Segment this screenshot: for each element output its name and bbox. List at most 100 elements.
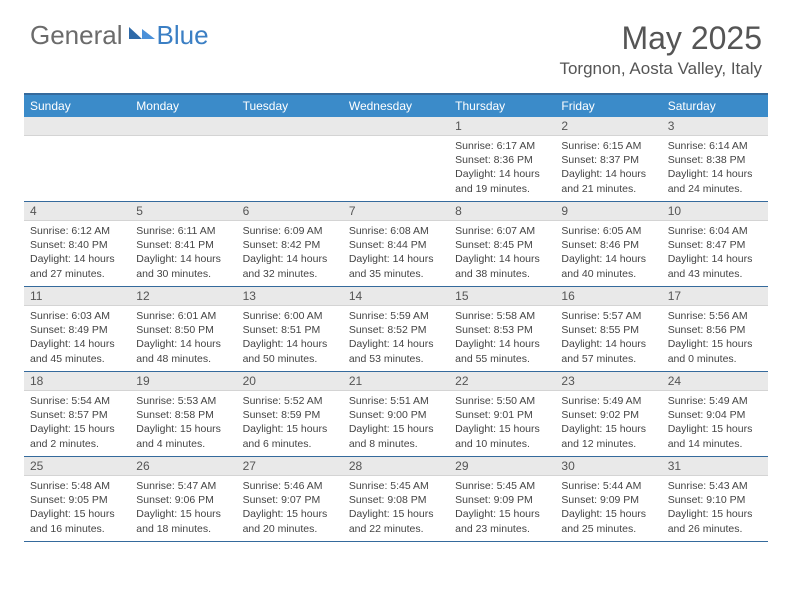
weekday-header: Saturday [662,95,768,117]
sunset-text: Sunset: 8:41 PM [136,238,230,252]
day-body [130,136,236,143]
daylight-text: Daylight: 14 hours and 30 minutes. [136,252,230,280]
daylight-text: Daylight: 14 hours and 50 minutes. [243,337,337,365]
sunset-text: Sunset: 9:09 PM [561,493,655,507]
day-body: Sunrise: 6:07 AMSunset: 8:45 PMDaylight:… [449,221,555,285]
sunrise-text: Sunrise: 5:49 AM [668,394,762,408]
day-number: 30 [555,457,661,476]
day-number: 2 [555,117,661,136]
sunrise-text: Sunrise: 6:03 AM [30,309,124,323]
day-number: 3 [662,117,768,136]
sunrise-text: Sunrise: 6:04 AM [668,224,762,238]
daylight-text: Daylight: 14 hours and 27 minutes. [30,252,124,280]
sunset-text: Sunset: 8:51 PM [243,323,337,337]
sunrise-text: Sunrise: 6:07 AM [455,224,549,238]
calendar: Sunday Monday Tuesday Wednesday Thursday… [24,93,768,542]
day-body: Sunrise: 6:14 AMSunset: 8:38 PMDaylight:… [662,136,768,200]
daylight-text: Daylight: 15 hours and 6 minutes. [243,422,337,450]
title-block: May 2025 Torgnon, Aosta Valley, Italy [559,20,762,79]
day-cell: 9Sunrise: 6:05 AMSunset: 8:46 PMDaylight… [555,202,661,286]
sunset-text: Sunset: 8:49 PM [30,323,124,337]
day-body: Sunrise: 6:17 AMSunset: 8:36 PMDaylight:… [449,136,555,200]
daylight-text: Daylight: 15 hours and 25 minutes. [561,507,655,535]
day-number [130,117,236,136]
sunset-text: Sunset: 9:08 PM [349,493,443,507]
daylight-text: Daylight: 14 hours and 21 minutes. [561,167,655,195]
day-number [24,117,130,136]
day-number: 9 [555,202,661,221]
sunrise-text: Sunrise: 5:49 AM [561,394,655,408]
daylight-text: Daylight: 15 hours and 4 minutes. [136,422,230,450]
sunset-text: Sunset: 8:36 PM [455,153,549,167]
daylight-text: Daylight: 14 hours and 40 minutes. [561,252,655,280]
day-number: 1 [449,117,555,136]
daylight-text: Daylight: 15 hours and 18 minutes. [136,507,230,535]
day-body: Sunrise: 6:01 AMSunset: 8:50 PMDaylight:… [130,306,236,370]
sunrise-text: Sunrise: 5:51 AM [349,394,443,408]
day-cell: 26Sunrise: 5:47 AMSunset: 9:06 PMDayligh… [130,457,236,541]
week-row: 11Sunrise: 6:03 AMSunset: 8:49 PMDayligh… [24,287,768,372]
day-cell: 10Sunrise: 6:04 AMSunset: 8:47 PMDayligh… [662,202,768,286]
sunrise-text: Sunrise: 5:56 AM [668,309,762,323]
day-body: Sunrise: 5:46 AMSunset: 9:07 PMDaylight:… [237,476,343,540]
sunset-text: Sunset: 8:56 PM [668,323,762,337]
day-cell: 18Sunrise: 5:54 AMSunset: 8:57 PMDayligh… [24,372,130,456]
sunrise-text: Sunrise: 5:57 AM [561,309,655,323]
sunrise-text: Sunrise: 5:58 AM [455,309,549,323]
sunset-text: Sunset: 9:01 PM [455,408,549,422]
daylight-text: Daylight: 15 hours and 14 minutes. [668,422,762,450]
brand-triangle-icon [129,23,155,48]
day-number: 12 [130,287,236,306]
day-cell: 6Sunrise: 6:09 AMSunset: 8:42 PMDaylight… [237,202,343,286]
sunset-text: Sunset: 9:04 PM [668,408,762,422]
day-number [237,117,343,136]
day-cell: 1Sunrise: 6:17 AMSunset: 8:36 PMDaylight… [449,117,555,201]
day-number: 23 [555,372,661,391]
brand-general: General [30,20,123,51]
sunset-text: Sunset: 8:47 PM [668,238,762,252]
day-number: 27 [237,457,343,476]
sunrise-text: Sunrise: 6:09 AM [243,224,337,238]
daylight-text: Daylight: 14 hours and 57 minutes. [561,337,655,365]
day-body [24,136,130,143]
sunset-text: Sunset: 9:00 PM [349,408,443,422]
day-body: Sunrise: 5:57 AMSunset: 8:55 PMDaylight:… [555,306,661,370]
sunrise-text: Sunrise: 6:01 AM [136,309,230,323]
day-cell: 28Sunrise: 5:45 AMSunset: 9:08 PMDayligh… [343,457,449,541]
day-body: Sunrise: 6:05 AMSunset: 8:46 PMDaylight:… [555,221,661,285]
day-body [343,136,449,143]
sunset-text: Sunset: 8:53 PM [455,323,549,337]
sunrise-text: Sunrise: 6:05 AM [561,224,655,238]
day-body: Sunrise: 6:09 AMSunset: 8:42 PMDaylight:… [237,221,343,285]
day-number: 29 [449,457,555,476]
day-body: Sunrise: 6:11 AMSunset: 8:41 PMDaylight:… [130,221,236,285]
day-body: Sunrise: 6:15 AMSunset: 8:37 PMDaylight:… [555,136,661,200]
day-body: Sunrise: 5:59 AMSunset: 8:52 PMDaylight:… [343,306,449,370]
day-number: 24 [662,372,768,391]
day-cell: 7Sunrise: 6:08 AMSunset: 8:44 PMDaylight… [343,202,449,286]
brand-blue: Blue [157,20,209,51]
sunset-text: Sunset: 9:05 PM [30,493,124,507]
day-number: 21 [343,372,449,391]
day-number: 8 [449,202,555,221]
sunrise-text: Sunrise: 5:45 AM [349,479,443,493]
day-body: Sunrise: 5:43 AMSunset: 9:10 PMDaylight:… [662,476,768,540]
sunrise-text: Sunrise: 6:00 AM [243,309,337,323]
sunset-text: Sunset: 8:37 PM [561,153,655,167]
day-body [237,136,343,143]
daylight-text: Daylight: 15 hours and 26 minutes. [668,507,762,535]
daylight-text: Daylight: 15 hours and 10 minutes. [455,422,549,450]
week-row: 1Sunrise: 6:17 AMSunset: 8:36 PMDaylight… [24,117,768,202]
day-cell: 4Sunrise: 6:12 AMSunset: 8:40 PMDaylight… [24,202,130,286]
sunrise-text: Sunrise: 6:08 AM [349,224,443,238]
day-number: 10 [662,202,768,221]
sunrise-text: Sunrise: 5:54 AM [30,394,124,408]
daylight-text: Daylight: 15 hours and 2 minutes. [30,422,124,450]
daylight-text: Daylight: 15 hours and 20 minutes. [243,507,337,535]
day-number [343,117,449,136]
day-cell: 27Sunrise: 5:46 AMSunset: 9:07 PMDayligh… [237,457,343,541]
sunrise-text: Sunrise: 5:47 AM [136,479,230,493]
day-cell: 14Sunrise: 5:59 AMSunset: 8:52 PMDayligh… [343,287,449,371]
day-body: Sunrise: 5:54 AMSunset: 8:57 PMDaylight:… [24,391,130,455]
day-cell: 30Sunrise: 5:44 AMSunset: 9:09 PMDayligh… [555,457,661,541]
